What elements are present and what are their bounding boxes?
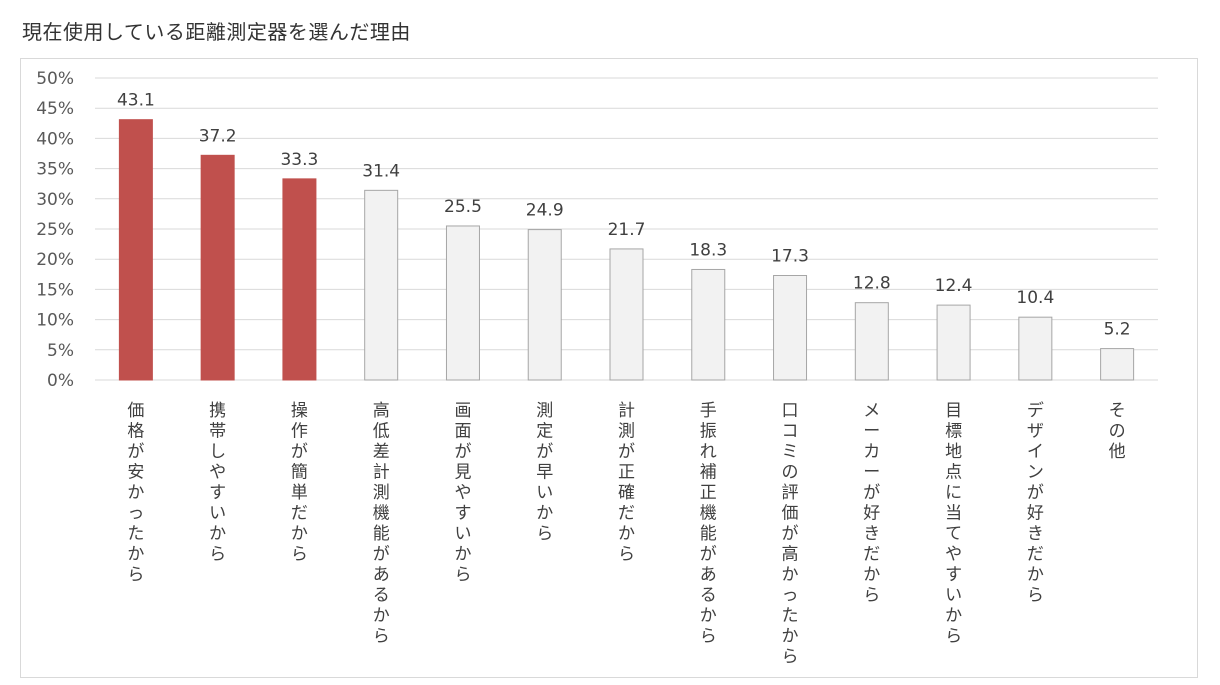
data-label: 43.1 — [117, 91, 155, 111]
category-label: 計測が正確だから — [618, 401, 635, 565]
bar — [118, 119, 153, 381]
y-tick-label: 35% — [36, 160, 74, 180]
data-label: 25.5 — [444, 197, 482, 217]
data-label: 12.8 — [853, 274, 891, 294]
data-label: 33.3 — [280, 150, 318, 170]
y-tick-label: 20% — [36, 250, 74, 270]
bar — [936, 304, 971, 381]
bar — [200, 154, 235, 381]
category-label: 価格が安かったから — [127, 401, 144, 585]
data-label: 37.2 — [199, 126, 237, 146]
y-tick-label: 5% — [47, 341, 74, 361]
bar — [364, 189, 399, 381]
bar — [1018, 316, 1053, 381]
bar — [527, 229, 562, 381]
bar — [1100, 348, 1135, 381]
category-label: 携帯しやすいから — [209, 401, 226, 565]
bar — [773, 275, 808, 381]
category-label: 目標地点に当てやすいから — [945, 401, 962, 647]
chart-frame — [20, 58, 1198, 678]
y-tick-label: 50% — [36, 69, 74, 89]
data-label: 10.4 — [1016, 288, 1054, 308]
category-label: 手振れ補正機能があるから — [700, 401, 717, 647]
category-label: 操作が簡単だから — [291, 401, 308, 565]
data-label: 12.4 — [935, 276, 973, 296]
bar — [854, 302, 889, 381]
chart-title: 現在使用している距離測定器を選んだ理由 — [22, 20, 411, 44]
data-label: 18.3 — [689, 240, 727, 260]
bar — [609, 248, 644, 381]
y-tick-label: 25% — [36, 220, 74, 240]
data-label: 21.7 — [608, 220, 646, 240]
category-label: 口コミの評価が高かったから — [782, 401, 799, 667]
y-tick-label: 15% — [36, 280, 74, 300]
category-label: 測定が早いから — [536, 401, 553, 544]
category-label: メーカーが好きだから — [863, 401, 880, 606]
category-label: 高低差計測機能があるから — [373, 401, 390, 647]
data-label: 31.4 — [362, 161, 400, 181]
bar — [282, 178, 317, 381]
data-label: 24.9 — [526, 201, 564, 221]
category-label: その他 — [1109, 401, 1126, 462]
y-tick-label: 45% — [36, 99, 74, 119]
category-label: デザインが好きだから — [1027, 400, 1044, 606]
bar — [445, 225, 480, 381]
y-tick-label: 40% — [36, 129, 74, 149]
y-tick-label: 0% — [47, 371, 74, 391]
data-label: 5.2 — [1104, 320, 1131, 340]
category-label: 画面が見やすいから — [454, 401, 471, 585]
data-label: 17.3 — [771, 247, 809, 267]
bar — [691, 268, 726, 381]
y-tick-label: 10% — [36, 311, 74, 331]
y-tick-label: 30% — [36, 190, 74, 210]
